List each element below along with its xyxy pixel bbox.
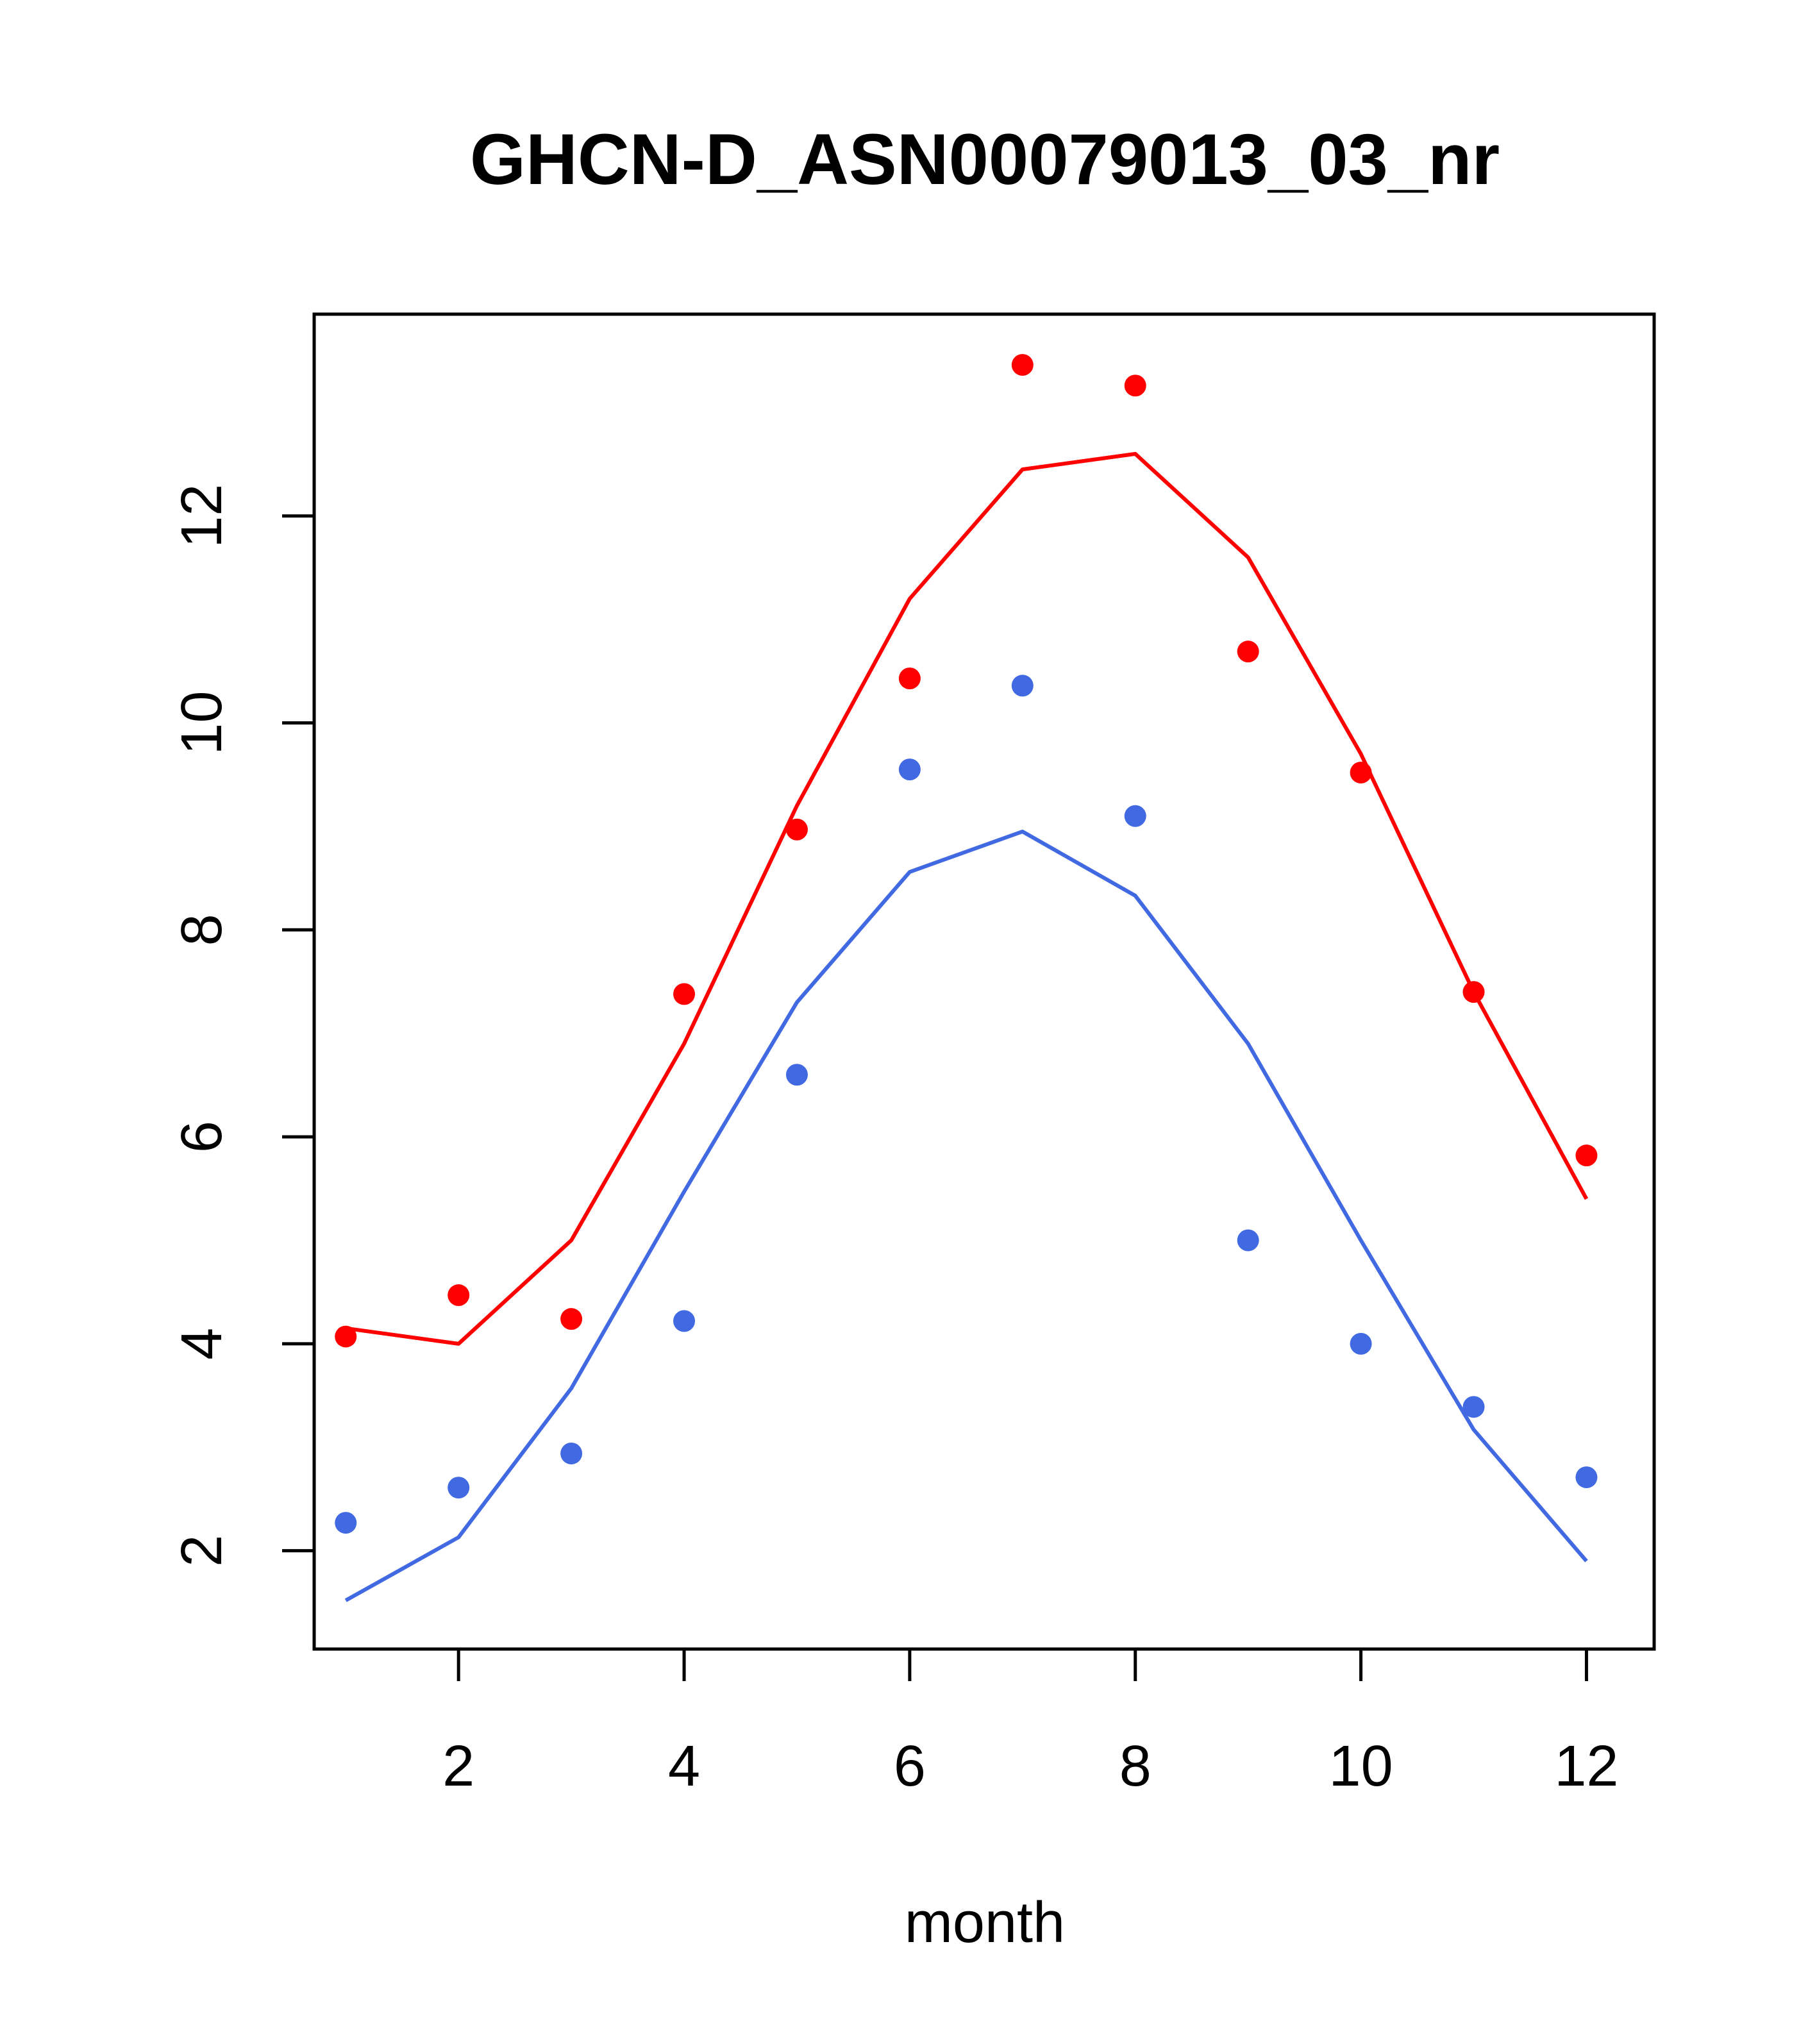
- x-axis: 2 4 6 8 10 12: [442, 1647, 1618, 1798]
- x-tick-label: 2: [442, 1734, 474, 1798]
- y-axis: 2 4 6 8 10 12: [170, 484, 316, 1567]
- x-tick-label: 10: [1329, 1734, 1393, 1798]
- red-data-point: [335, 1325, 357, 1348]
- y-tick-label: 8: [170, 914, 234, 946]
- red-data-point: [898, 667, 921, 690]
- blue-data-point: [335, 1512, 357, 1534]
- y-tick-label: 2: [170, 1535, 234, 1567]
- x-axis-label: month: [905, 1891, 1065, 1955]
- red-data-point: [1462, 981, 1485, 1003]
- blue-data-point: [673, 1310, 696, 1332]
- chart-title: GHCN-D_ASN00079013_03_nr: [470, 119, 1500, 199]
- y-tick-label: 6: [170, 1121, 234, 1153]
- y-tick-label: 12: [170, 484, 234, 548]
- y-tick-label: 10: [170, 691, 234, 755]
- blue-data-point: [1011, 674, 1034, 697]
- blue-data-point: [560, 1442, 583, 1464]
- red-data-point: [1575, 1144, 1598, 1167]
- x-tick-label: 12: [1554, 1734, 1618, 1798]
- red-data-point: [1011, 354, 1034, 376]
- red-data-point: [785, 818, 808, 841]
- blue-data-point: [1462, 1396, 1485, 1418]
- x-tick-label: 8: [1119, 1734, 1151, 1798]
- blue-data-point: [1350, 1332, 1372, 1355]
- y-tick-label: 4: [170, 1328, 234, 1360]
- blue-data-point: [448, 1477, 470, 1499]
- red-series-line: [345, 451, 1589, 1346]
- red-data-point: [448, 1284, 470, 1307]
- red-data-point: [1237, 641, 1259, 663]
- red-data-point: [673, 983, 696, 1005]
- red-data-point: [560, 1308, 583, 1330]
- series-layer: [335, 354, 1598, 1602]
- red-data-point: [1350, 761, 1372, 783]
- blue-series-line: [344, 829, 1588, 1602]
- blue-data-point: [1237, 1229, 1259, 1252]
- blue-data-point: [785, 1064, 808, 1086]
- blue-data-point: [1124, 805, 1146, 827]
- red-data-point: [1124, 374, 1146, 397]
- x-tick-label: 6: [894, 1734, 926, 1798]
- blue-data-point: [898, 758, 921, 781]
- x-tick-label: 4: [668, 1734, 700, 1798]
- blue-data-point: [1575, 1466, 1598, 1489]
